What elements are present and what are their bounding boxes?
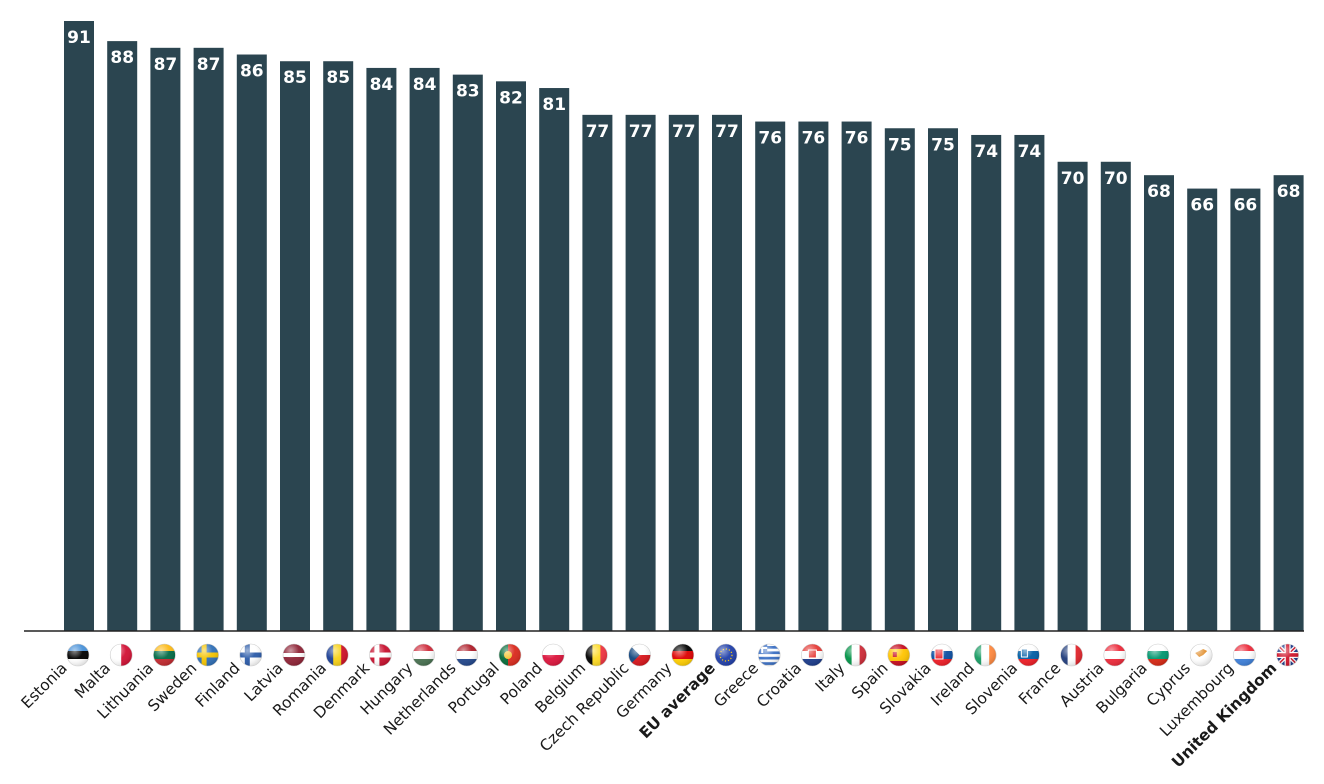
bar-united-kingdom [1273, 175, 1304, 631]
category-label-croatia: Croatia [753, 659, 805, 711]
latvia-flag-icon [282, 643, 306, 667]
value-label-luxembourg: 66 [1234, 196, 1258, 216]
value-label-spain: 75 [888, 135, 912, 155]
bar-slovenia [1014, 134, 1045, 631]
bulgaria-flag-icon [1146, 643, 1170, 667]
austria-flag-icon [1103, 643, 1127, 667]
category-label-france: France [1015, 659, 1064, 708]
bar-romania [323, 61, 354, 631]
poland-flag-icon [541, 643, 565, 667]
value-label-bulgaria: 68 [1147, 182, 1171, 202]
bar-lithuania [150, 47, 181, 632]
bar-austria [1100, 161, 1131, 631]
value-label-slovakia: 75 [931, 135, 955, 155]
germany-flag-icon [671, 643, 695, 667]
value-label-croatia: 76 [802, 129, 826, 149]
value-label-austria: 70 [1104, 169, 1128, 189]
value-label-italy: 76 [845, 129, 869, 149]
value-label-czech-republic: 77 [629, 122, 653, 142]
croatia-flag-icon [801, 643, 824, 667]
italy-flag-icon [844, 643, 867, 667]
value-label-greece: 76 [758, 129, 782, 149]
sweden-flag-icon [196, 643, 219, 667]
category-label-estonia: Estonia [18, 659, 71, 712]
value-label-finland: 86 [240, 62, 264, 82]
united-kingdom-flag-icon [1276, 643, 1299, 667]
netherlands-flag-icon [455, 643, 479, 667]
flags-group [66, 643, 1299, 667]
luxembourg-flag-icon [1233, 643, 1256, 667]
slovakia-flag-icon [930, 643, 954, 667]
cyprus-flag-icon [1189, 643, 1213, 667]
bar-denmark [366, 67, 397, 631]
bar-luxembourg [1230, 188, 1261, 632]
value-label-lithuania: 87 [154, 55, 178, 75]
value-label-ireland: 74 [974, 142, 998, 162]
spain-flag-icon [887, 643, 911, 667]
value-label-romania: 85 [326, 68, 350, 88]
value-label-united-kingdom: 68 [1277, 182, 1301, 202]
value-label-poland: 81 [542, 95, 566, 115]
portugal-flag-icon [498, 643, 522, 667]
bar-hungary [409, 67, 440, 631]
value-label-france: 70 [1061, 169, 1085, 189]
bar-estonia [64, 21, 94, 631]
value-label-latvia: 85 [283, 68, 307, 88]
slovenia-flag-icon [1017, 643, 1040, 667]
bar-poland [539, 88, 570, 632]
bar-greece [755, 121, 786, 632]
greece-flag-icon [757, 643, 781, 667]
eu-flag-icon [714, 643, 738, 667]
lithuania-flag-icon [153, 643, 176, 667]
bar-slovakia [928, 128, 958, 631]
bar-italy [841, 121, 872, 632]
bar-portugal [496, 81, 526, 632]
bar-malta [107, 41, 138, 632]
category-label-eu-average: EU average [636, 659, 719, 742]
bar-bulgaria [1144, 175, 1174, 631]
bar-spain [884, 128, 915, 631]
hungary-flag-icon [412, 643, 435, 667]
bar-germany [668, 114, 699, 632]
czech-republic-flag-icon [628, 643, 651, 667]
belgium-flag-icon [585, 643, 608, 667]
value-label-sweden: 87 [197, 55, 221, 75]
category-label-greece: Greece [710, 659, 762, 711]
value-label-hungary: 84 [413, 75, 437, 95]
value-label-belgium: 77 [586, 122, 610, 142]
value-label-slovenia: 74 [1018, 142, 1042, 162]
category-labels-group: Estonia MaltaLithuaniaSwedenFinlandLatvia… [18, 659, 1281, 771]
romania-flag-icon [325, 643, 349, 667]
bar-netherlands [452, 74, 483, 632]
ireland-flag-icon [973, 643, 997, 667]
value-label-cyprus: 66 [1190, 196, 1214, 216]
france-flag-icon [1060, 643, 1083, 667]
malta-flag-icon [109, 643, 133, 667]
bar-czech-republic [625, 114, 656, 632]
category-label-finland: Finland [192, 659, 244, 711]
value-label-germany: 77 [672, 122, 696, 142]
value-label-netherlands: 83 [456, 82, 480, 102]
value-label-estonia: 91 [67, 28, 91, 48]
bar-ireland [971, 134, 1002, 631]
value-label-denmark: 84 [370, 75, 394, 95]
bar-cyprus [1187, 188, 1218, 632]
bar-sweden [193, 47, 224, 632]
finland-flag-icon [239, 643, 263, 667]
bar-eu-average [712, 114, 742, 632]
denmark-flag-icon [369, 643, 392, 667]
bar-finland [236, 54, 267, 632]
bar-croatia [798, 121, 829, 632]
bar-belgium [582, 114, 613, 632]
value-label-malta: 88 [110, 48, 134, 68]
estonia-flag-icon [66, 643, 90, 667]
bar-latvia [280, 61, 310, 631]
value-label-eu-average: 77 [715, 122, 739, 142]
bars-group: 91 88 87 87 86 85 85 84 84 83 82 81 77 77 77 77 76 76 76 75… [64, 21, 1304, 632]
bar-france [1057, 161, 1088, 631]
value-label-portugal: 82 [499, 88, 523, 108]
